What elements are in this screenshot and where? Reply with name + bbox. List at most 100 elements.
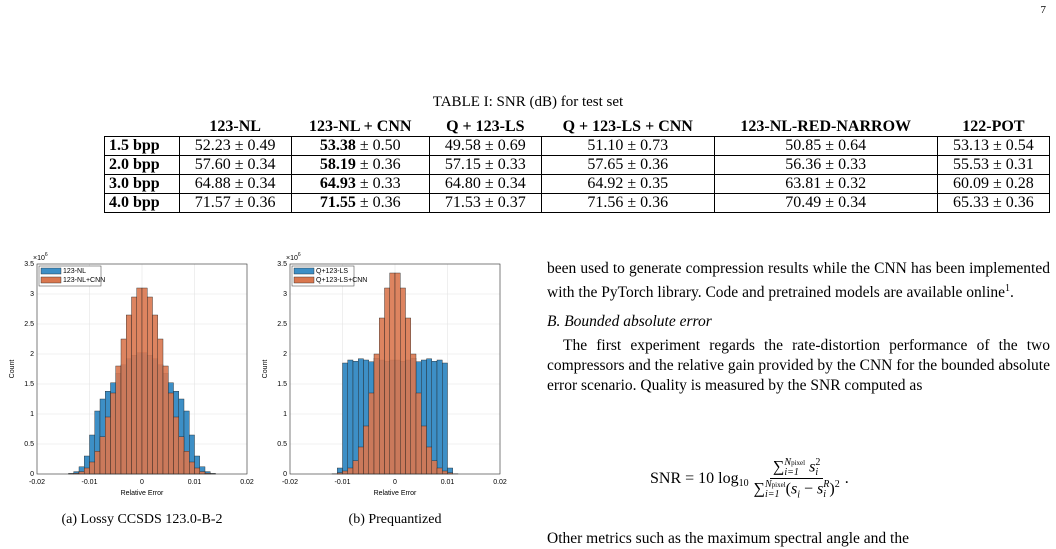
histogram-bar xyxy=(111,393,116,474)
plus-minus: ± xyxy=(360,156,369,173)
plus-minus: ± xyxy=(627,175,636,192)
plus-minus: ± xyxy=(825,194,834,211)
plus-minus: ± xyxy=(825,175,834,192)
y-axis-label: Count xyxy=(9,360,16,379)
mean: 57.60 xyxy=(195,156,231,173)
plus-minus: ± xyxy=(235,175,244,192)
std: 0.34 xyxy=(248,175,276,192)
mean: 55.53 xyxy=(953,156,989,173)
cell: 71.55±0.36 xyxy=(291,194,429,213)
legend-label: 123-NL+CNN xyxy=(63,277,105,284)
histogram-bar xyxy=(343,471,348,474)
sum: ∑ xyxy=(754,480,765,497)
column-header: 123-NL + CNN xyxy=(291,118,429,137)
legend-swatch xyxy=(294,277,314,283)
lower: i=1 xyxy=(765,490,786,500)
x-tick-label: 0.02 xyxy=(493,479,507,486)
plus-minus: ± xyxy=(993,175,1002,192)
std: 0.36 xyxy=(640,156,668,173)
std: 0.36 xyxy=(248,194,276,211)
std: 0.50 xyxy=(373,137,401,154)
y-scale-label: ×106 xyxy=(286,252,301,262)
plus-minus: ± xyxy=(360,137,369,154)
mean: 64.93 xyxy=(320,175,356,192)
plus-minus: ± xyxy=(360,194,369,211)
column-header: Q + 123-LS + CNN xyxy=(541,118,714,137)
std: 0.37 xyxy=(498,194,526,211)
mean: 71.56 xyxy=(587,194,623,211)
y-tick-label: 0 xyxy=(283,471,287,478)
cell: 49.58±0.69 xyxy=(429,137,541,156)
row-label: 4.0 bpp xyxy=(105,194,180,213)
histogram-bar xyxy=(348,468,353,474)
y-tick-label: 3.5 xyxy=(24,261,34,268)
sum: ∑ xyxy=(773,459,784,476)
histogram-bar xyxy=(179,437,184,474)
cell: 51.10±0.73 xyxy=(541,137,714,156)
paragraph: The first experiment regards the rate-di… xyxy=(547,336,1050,396)
cell: 60.09±0.28 xyxy=(937,175,1049,194)
histogram-bar xyxy=(427,447,432,474)
y-scale-label: ×106 xyxy=(33,252,48,262)
plus-minus: ± xyxy=(825,156,834,173)
histogram-bar xyxy=(184,451,189,474)
cell: 64.93±0.33 xyxy=(291,175,429,194)
scale-base: ×10 xyxy=(286,255,298,262)
std: 0.69 xyxy=(498,137,526,154)
y-tick-label: 1 xyxy=(283,411,287,418)
histogram-bar xyxy=(174,417,179,474)
histogram-bar xyxy=(385,288,390,474)
plus-minus: ± xyxy=(993,194,1002,211)
histogram-bar xyxy=(126,315,131,474)
histogram-bar xyxy=(343,363,348,474)
cell: 71.57±0.36 xyxy=(179,194,291,213)
histogram-bar xyxy=(442,363,447,474)
plus-minus: ± xyxy=(235,137,244,154)
mean: 57.15 xyxy=(445,156,481,173)
histogram-bar xyxy=(416,393,421,474)
section-heading: B. Bounded absolute error xyxy=(547,312,1050,332)
cell: 50.85±0.64 xyxy=(714,137,937,156)
us: pixel xyxy=(772,481,786,489)
x-tick-label: -0.02 xyxy=(282,479,298,486)
plus-minus: ± xyxy=(235,156,244,173)
y-tick-label: 0 xyxy=(30,471,34,478)
plus-minus: ± xyxy=(360,175,369,192)
cell: 53.38±0.50 xyxy=(291,137,429,156)
y-tick-label: 2 xyxy=(30,351,34,358)
row-label: 3.0 bpp xyxy=(105,175,180,194)
histogram-bar xyxy=(353,461,358,474)
std: 0.34 xyxy=(838,194,866,211)
paragraph-text: been used to generate compression result… xyxy=(547,260,1050,301)
cell: 55.53±0.31 xyxy=(937,156,1049,175)
eq-end: . xyxy=(845,470,849,488)
histogram-bar xyxy=(348,360,353,474)
std: 0.34 xyxy=(248,156,276,173)
mean: 56.36 xyxy=(785,156,821,173)
column-header: 123-NL-RED-NARROW xyxy=(714,118,937,137)
histogram-bar xyxy=(147,297,152,474)
cell: 64.92±0.35 xyxy=(541,175,714,194)
histogram-bar xyxy=(364,426,369,474)
histogram-bar xyxy=(374,354,379,474)
x-tick-label: 0.02 xyxy=(240,479,254,486)
legend-swatch xyxy=(41,277,61,283)
histogram-bar xyxy=(84,468,89,474)
text-column: Other metrics such as the maximum spectr… xyxy=(547,529,1050,549)
histogram-bar xyxy=(406,318,411,474)
histogram-bar xyxy=(200,472,205,474)
std: 0.35 xyxy=(640,175,668,192)
cell: 71.53±0.37 xyxy=(429,194,541,213)
mean: 60.09 xyxy=(953,175,989,192)
histogram-bar xyxy=(100,437,105,474)
histogram-bar xyxy=(437,360,442,474)
cell: 56.36±0.33 xyxy=(714,156,937,175)
cell: 57.65±0.36 xyxy=(541,156,714,175)
